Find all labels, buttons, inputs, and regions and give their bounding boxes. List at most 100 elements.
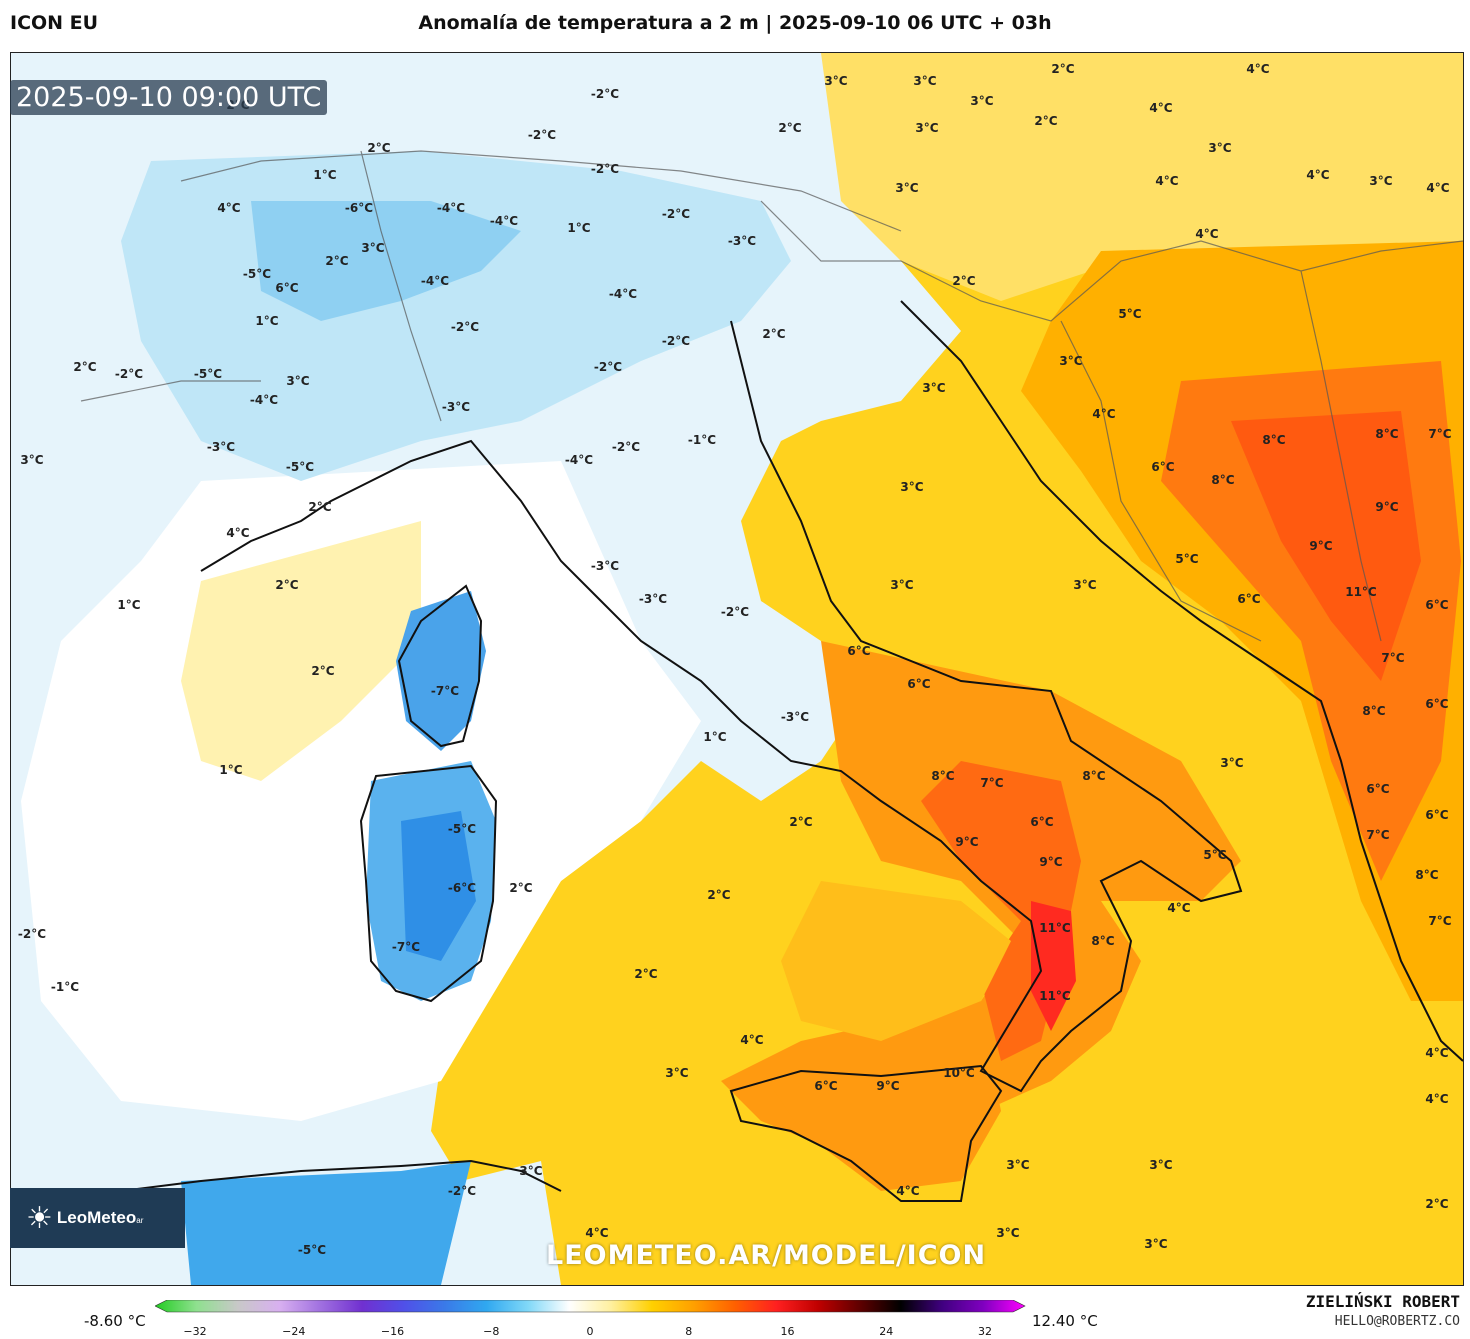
scale-min-label: -8.60 °C — [84, 1312, 146, 1330]
temperature-label: 3°C — [996, 1226, 1019, 1240]
scale-tick-label: 0 — [586, 1325, 594, 1338]
temperature-label: -1°C — [51, 980, 79, 994]
temperature-label: -6°C — [345, 201, 373, 215]
temperature-label: 6°C — [1366, 782, 1389, 796]
temperature-label: 4°C — [585, 1226, 608, 1240]
temperature-label: 3°C — [1073, 578, 1096, 592]
scale-tick-label: 8 — [685, 1325, 693, 1338]
white-field-tyrrhenian — [21, 461, 701, 1121]
temperature-label: 9°C — [1039, 855, 1062, 869]
scale-tick-label: 24 — [879, 1325, 894, 1338]
temperature-label: 2°C — [1034, 114, 1057, 128]
temperature-label: 8°C — [1415, 868, 1438, 882]
color-scale-bar — [155, 1300, 1026, 1313]
temperature-label: 4°C — [1425, 1092, 1448, 1106]
temperature-label: -3°C — [591, 559, 619, 573]
scale-tick-label: 16 — [780, 1325, 795, 1338]
scale-tick-label: −16 — [380, 1325, 405, 1338]
temperature-anomaly-map: -2°C 2°C -2°C 3°C 3°C 3°C 2°C 4°C 2°C 3°C 2°C 4°C 3°… — [10, 52, 1464, 1286]
temperature-label: 2°C — [789, 815, 812, 829]
temperature-label: 2°C — [762, 327, 785, 341]
temperature-label: 3°C — [665, 1066, 688, 1080]
temperature-label: -3°C — [728, 234, 756, 248]
temperature-label: 8°C — [1091, 934, 1114, 948]
temperature-label: -7°C — [392, 940, 420, 954]
colder-field-alps — [251, 201, 521, 321]
temperature-label: -5°C — [194, 367, 222, 381]
temperature-label: 8°C — [931, 769, 954, 783]
temperature-label: -2°C — [612, 440, 640, 454]
coastline-corsica — [397, 584, 483, 748]
temperature-label: 3°C — [970, 94, 993, 108]
temperature-label: 6°C — [1237, 592, 1260, 606]
temperature-label: 7°C — [980, 776, 1003, 790]
temperature-label: 7°C — [1428, 914, 1451, 928]
temperature-label: 8°C — [1375, 427, 1398, 441]
temperature-label: 2°C — [367, 141, 390, 155]
temperature-label: -5°C — [448, 822, 476, 836]
temperature-label: 3°C — [1220, 756, 1243, 770]
temperature-label: -4°C — [609, 287, 637, 301]
coastline-sardinia — [359, 764, 498, 1003]
scale-tick-label: 32 — [978, 1325, 992, 1338]
temperature-label: 8°C — [1362, 704, 1385, 718]
model-url-watermark[interactable]: LEOMETEO.AR/MODEL/ICON — [546, 1240, 987, 1271]
temperature-label: -5°C — [298, 1243, 326, 1257]
temperature-label: 4°C — [1155, 174, 1178, 188]
temperature-label: 6°C — [907, 677, 930, 691]
temperature-label: -4°C — [437, 201, 465, 215]
temperature-label: 11°C — [1039, 989, 1071, 1003]
sardinia-core — [401, 811, 476, 961]
pale-field-gulf — [181, 521, 421, 781]
map-title: Anomalía de temperatura a 2 m | 2025-09-… — [418, 12, 1052, 34]
hottest-field-calabria — [1031, 901, 1076, 1031]
temperature-label: 1°C — [313, 168, 336, 182]
temperature-label: 3°C — [1059, 354, 1082, 368]
coastline-balkans — [900, 300, 1463, 1062]
temperature-label: -2°C — [662, 334, 690, 348]
temperature-label: 4°C — [1149, 101, 1172, 115]
temperature-label: 3°C — [361, 241, 384, 255]
temperature-label: 3°C — [20, 453, 43, 467]
temperature-label: -6°C — [448, 881, 476, 895]
temperature-label: 6°C — [814, 1079, 837, 1093]
temperature-label: 3°C — [915, 121, 938, 135]
temperature-label: 8°C — [1082, 769, 1105, 783]
author-email[interactable]: HELLO@ROBERTZ.CO — [1334, 1314, 1460, 1329]
temperature-label: 11°C — [1345, 585, 1377, 599]
temperature-label: -2°C — [451, 320, 479, 334]
temperature-labels: -2°C 2°C -2°C 3°C 3°C 3°C 2°C 4°C 2°C 3°C 2°C 4°C 3°… — [18, 62, 1452, 1257]
sun-icon: ☀ — [26, 1200, 53, 1236]
temperature-label: 6°C — [1030, 815, 1053, 829]
temperature-label: -4°C — [421, 274, 449, 288]
temperature-label: 6°C — [1151, 460, 1174, 474]
temperature-label: 11°C — [1039, 921, 1071, 935]
temperature-label: -4°C — [250, 393, 278, 407]
temperature-label: 5°C — [1118, 307, 1141, 321]
temperature-label: 8°C — [1262, 433, 1285, 447]
temperature-label: -3°C — [639, 592, 667, 606]
temperature-label: 7°C — [1381, 651, 1404, 665]
temperature-label: 2°C — [325, 254, 348, 268]
temperature-label: 2°C — [509, 881, 532, 895]
temperature-label: 10°C — [943, 1066, 975, 1080]
temperature-label: -1°C — [688, 433, 716, 447]
temperature-label: 7°C — [1366, 828, 1389, 842]
forecast-timestamp: 2025-09-10 09:00 UTC — [10, 80, 328, 115]
scale-tick-label: −24 — [282, 1325, 306, 1338]
temperature-label: 4°C — [1425, 1046, 1448, 1060]
temperature-label: 2°C — [73, 360, 96, 374]
cold-field-north-africa — [181, 1161, 471, 1285]
temperature-label: -4°C — [565, 453, 593, 467]
temperature-label: -7°C — [431, 684, 459, 698]
scale-tick-label: −32 — [183, 1325, 207, 1338]
temperature-label: 2°C — [1051, 62, 1074, 76]
country-borders — [80, 150, 1463, 642]
temperature-label: 3°C — [895, 181, 918, 195]
temperature-label: -5°C — [243, 267, 271, 281]
temperature-label: -5°C — [286, 460, 314, 474]
logo-text: LeoMeteoar — [56, 1208, 144, 1227]
temperature-label: 6°C — [1425, 598, 1448, 612]
temperature-label: 4°C — [217, 201, 240, 215]
temperature-label: 5°C — [1175, 552, 1198, 566]
